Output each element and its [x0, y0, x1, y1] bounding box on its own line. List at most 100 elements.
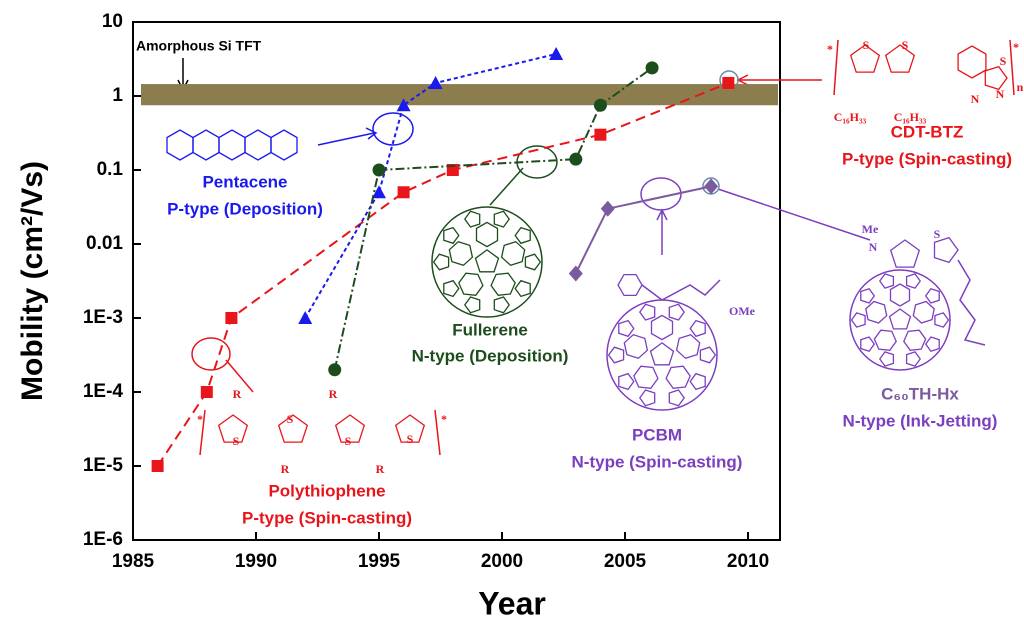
y-tick-label: 1 [112, 85, 123, 106]
molecule-bond [245, 130, 271, 160]
marker [201, 386, 213, 398]
y-tick-label: 1E-6 [83, 529, 123, 550]
molecule-bond [515, 228, 530, 244]
x-tick-label: 2005 [604, 551, 647, 572]
arrow [657, 210, 667, 255]
marker [722, 77, 734, 89]
marker [594, 129, 606, 141]
molecule-bond [866, 302, 887, 324]
annotation: N-type (Ink-Jetting) [843, 411, 998, 430]
molecule-bond [167, 130, 193, 160]
series-label: Fullerene [452, 320, 528, 339]
structure-text: Me [862, 222, 879, 236]
annotation: P-type (Spin-casting) [242, 508, 412, 527]
structure-text: * [441, 412, 447, 426]
molecule-bond [494, 297, 509, 313]
molecule-bond [880, 352, 894, 366]
molecule-bond [890, 309, 911, 329]
annotation: CDT-BTZ [891, 122, 964, 141]
marker [569, 265, 583, 281]
marker [298, 311, 312, 324]
structure-text: N [996, 87, 1005, 101]
molecule-bond [444, 228, 459, 244]
molecule-bond [619, 321, 634, 337]
molecule-bond [449, 242, 472, 266]
molecule-bond [677, 335, 700, 359]
band-label: Amorphous Si TFT [136, 38, 262, 54]
molecule-bond [502, 242, 525, 266]
molecule-bond [886, 45, 915, 72]
structure-text: S [407, 432, 414, 446]
molecule-bond [642, 280, 720, 300]
molecule-bond [935, 238, 959, 263]
molecule-bond [515, 281, 530, 297]
marker [601, 201, 615, 217]
y-tick-label: 0.01 [86, 233, 123, 254]
molecule-bond [465, 211, 480, 227]
structure-text: S [934, 227, 941, 241]
x-tick-label: 1995 [358, 551, 401, 572]
molecule-bond [874, 330, 896, 350]
structure-text: C₁₆H₃₃ [834, 110, 867, 124]
molecule-bond [609, 347, 624, 363]
molecule-bond [634, 366, 658, 388]
marker [152, 460, 164, 472]
molecule-bond [434, 254, 449, 270]
molecule-bond [852, 313, 866, 327]
structure-text: S [902, 38, 909, 52]
highlight [192, 338, 230, 370]
molecule-bond [640, 304, 655, 320]
molecule-bond [891, 284, 910, 306]
marker [328, 363, 341, 376]
molecule-bond [913, 302, 934, 324]
molecule-bond [690, 321, 705, 337]
molecule-bond [652, 315, 673, 339]
structure-text: S [1000, 54, 1007, 68]
y-axis-title: Mobility (cm²/Vs) [16, 161, 49, 401]
molecule-bond [525, 254, 540, 270]
molecule-bond [219, 130, 245, 160]
annotation: N-type (Spin-casting) [572, 452, 743, 471]
molecule-bond [861, 337, 875, 351]
x-tick-label: 1990 [235, 551, 277, 572]
molecule-bond [669, 390, 684, 406]
molecule-bond [958, 46, 986, 78]
series-line [158, 83, 729, 466]
annotation: P-type (Deposition) [167, 199, 323, 218]
y-tick-label: 1E-3 [83, 307, 123, 328]
structure-text: R [233, 387, 242, 401]
marker [398, 186, 410, 198]
molecule-bond [891, 240, 920, 267]
molecule-bond [476, 250, 499, 272]
chart: Year Mobility (cm²/Vs) Amorphous Si TFT1… [0, 0, 1024, 626]
x-tick-label: 1985 [112, 551, 155, 572]
molecule-bond [926, 289, 940, 303]
arrow [318, 128, 376, 145]
pointer [718, 189, 870, 240]
molecule-bond [477, 222, 498, 246]
x-tick-label: 2000 [481, 551, 523, 572]
y-tick-label: 10 [102, 11, 123, 32]
series-line [576, 186, 711, 273]
molecule-bond [271, 130, 297, 160]
molecule-bond [444, 281, 459, 297]
molecule-bond [700, 347, 715, 363]
structure-text: R [281, 462, 290, 476]
structure-text: * [197, 412, 203, 426]
structure-text: OMe [729, 304, 756, 318]
molecule-bond [935, 313, 949, 327]
molecule-bond [491, 273, 515, 295]
marker [549, 47, 563, 60]
marker [225, 312, 237, 324]
molecule-bond [666, 366, 690, 388]
molecule-bond [861, 289, 875, 303]
molecule-bond [907, 274, 921, 288]
structure-text: R [329, 387, 338, 401]
annotation: N-type (Deposition) [412, 346, 569, 365]
series-label: Polythiophene [268, 481, 385, 500]
molecule-bond [907, 352, 921, 366]
molecule-bond [494, 211, 509, 227]
structure-text: S [287, 412, 294, 426]
molecule-bond [880, 274, 894, 288]
annotation: P-type (Spin-casting) [842, 149, 1012, 168]
